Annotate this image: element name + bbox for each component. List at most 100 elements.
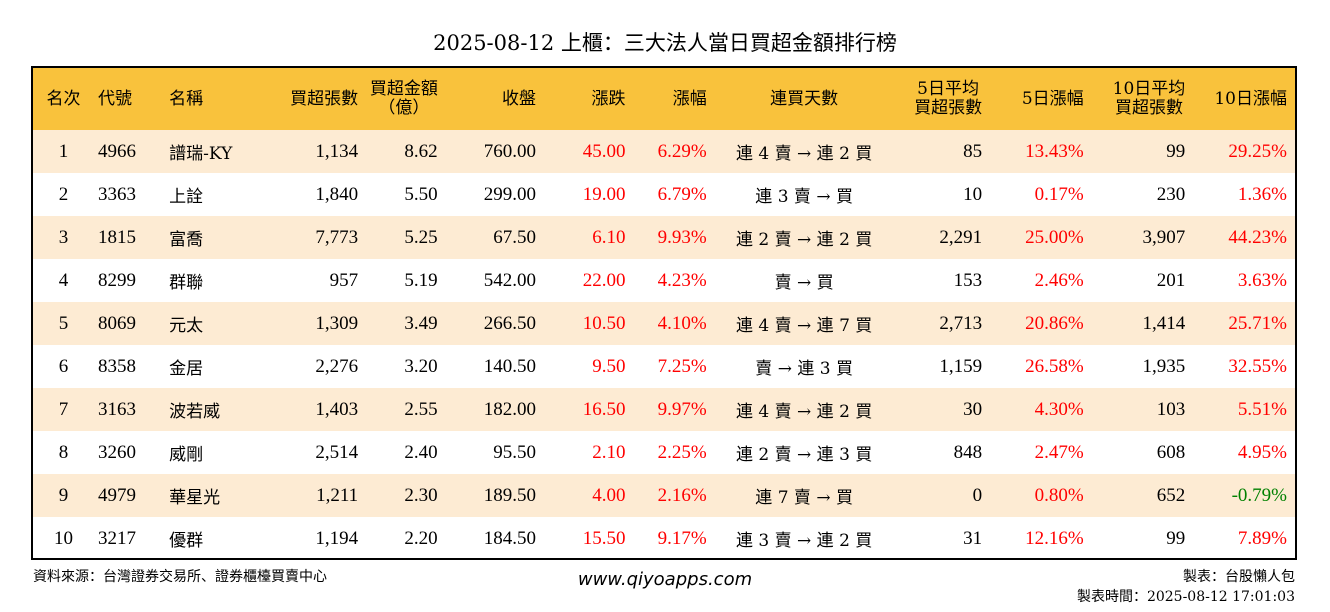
table-row: 7 3163 波若威 1,403 2.55 182.00 16.50 9.97% 連 4 賣 →… bbox=[33, 388, 1295, 431]
cell-name: 華星光 bbox=[169, 488, 221, 508]
cell-chg5: 4.30% bbox=[1034, 398, 1084, 420]
cell-change-pct: 9.17% bbox=[657, 527, 707, 549]
cell-code: 8069 bbox=[97, 312, 136, 334]
cell-chg5: 2.46% bbox=[1034, 269, 1084, 291]
cell-rank: 4 bbox=[58, 269, 69, 291]
cell-change: 2.10 bbox=[592, 441, 626, 463]
table-row: 10 3217 優群 1,194 2.20 184.50 15.50 9.17% 連 3 賣 →… bbox=[33, 517, 1295, 558]
cell-rank: 9 bbox=[58, 484, 69, 506]
ranking-table: 名次 代號 名稱 買超張數 買超金額 （億） 收盤 漲跌 漲幅 連買天數 5日平… bbox=[33, 68, 1295, 558]
cell-net-buy-shares: 2,276 bbox=[315, 355, 359, 377]
cell-net-buy-amount: 2.55 bbox=[404, 398, 438, 420]
cell-net-buy-amount: 3.49 bbox=[404, 312, 438, 334]
cell-change: 22.00 bbox=[582, 269, 626, 291]
cell-avg10-shares: 1,414 bbox=[1142, 312, 1186, 334]
cell-chg5: 25.00% bbox=[1025, 226, 1084, 248]
cell-change-pct: 2.16% bbox=[657, 484, 707, 506]
table-header-row: 名次 代號 名稱 買超張數 買超金額 （億） 收盤 漲跌 漲幅 連買天數 5日平… bbox=[33, 68, 1295, 130]
table-body: 1 4966 譜瑞-KY 1,134 8.62 760.00 45.00 6.29% 連 4 賣… bbox=[33, 130, 1295, 558]
cell-consecutive-days: 賣 → 連 3 買 bbox=[755, 359, 853, 379]
cell-rank: 10 bbox=[53, 527, 73, 549]
cell-net-buy-shares: 7,773 bbox=[315, 226, 359, 248]
cell-avg10-shares: 103 bbox=[1156, 398, 1186, 420]
table-row: 4 8299 群聯 957 5.19 542.00 22.00 4.23% 賣 → 買 153 2.… bbox=[33, 259, 1295, 302]
cell-avg10-shares: 1,935 bbox=[1142, 355, 1186, 377]
cell-avg10-shares: 652 bbox=[1156, 484, 1186, 506]
cell-close: 140.50 bbox=[483, 355, 537, 377]
cell-name: 譜瑞-KY bbox=[169, 144, 233, 164]
header-net-buy-amount: 買超金額 （億） bbox=[358, 68, 449, 130]
ranking-table-container: 名次 代號 名稱 買超張數 買超金額 （億） 收盤 漲跌 漲幅 連買天數 5日平… bbox=[31, 66, 1297, 560]
cell-close: 95.50 bbox=[493, 441, 537, 463]
header-avg5-line2: 買超張數 bbox=[914, 98, 983, 118]
cell-consecutive-days: 連 4 賣 → 連 2 買 bbox=[735, 402, 873, 422]
cell-chg10: 3.63% bbox=[1237, 269, 1287, 291]
cell-consecutive-days: 賣 → 買 bbox=[774, 273, 834, 293]
header-avg5: 5日平均 買超張數 bbox=[894, 68, 991, 130]
author-note: 製表：台股懶人包 bbox=[1183, 569, 1295, 585]
table-row: 5 8069 元太 1,309 3.49 266.50 10.50 4.10% 連 4 賣 → … bbox=[33, 302, 1295, 345]
cell-net-buy-shares: 1,134 bbox=[315, 140, 359, 162]
cell-chg10: 29.25% bbox=[1228, 140, 1287, 162]
cell-net-buy-shares: 2,514 bbox=[315, 441, 359, 463]
cell-avg10-shares: 201 bbox=[1156, 269, 1186, 291]
header-net-buy-amount-line1: 買超金額 bbox=[369, 79, 438, 99]
cell-rank: 7 bbox=[58, 398, 69, 420]
cell-chg5: 12.16% bbox=[1025, 527, 1084, 549]
cell-name: 優群 bbox=[169, 531, 204, 551]
cell-code: 8358 bbox=[97, 355, 136, 377]
cell-name: 元太 bbox=[169, 316, 204, 336]
table-row: 6 8358 金居 2,276 3.20 140.50 9.50 7.25% 賣 → 連 3 買… bbox=[33, 345, 1295, 388]
table-row: 1 4966 譜瑞-KY 1,134 8.62 760.00 45.00 6.29% 連 4 賣… bbox=[33, 130, 1295, 173]
cell-code: 3260 bbox=[97, 441, 136, 463]
cell-avg5-shares: 1,159 bbox=[939, 355, 983, 377]
cell-rank: 2 bbox=[58, 183, 69, 205]
cell-avg5-shares: 848 bbox=[953, 441, 983, 463]
cell-rank: 3 bbox=[58, 226, 69, 248]
cell-change-pct: 4.23% bbox=[657, 269, 707, 291]
cell-change: 10.50 bbox=[582, 312, 626, 334]
header-chg10: 10日漲幅 bbox=[1214, 89, 1287, 109]
cell-chg5: 0.17% bbox=[1034, 183, 1084, 205]
data-source-note: 資料來源：台灣證券交易所、證券櫃檯買賣中心 bbox=[33, 569, 327, 585]
cell-chg10: 44.23% bbox=[1228, 226, 1287, 248]
cell-avg5-shares: 85 bbox=[963, 140, 983, 162]
cell-chg5: 26.58% bbox=[1025, 355, 1084, 377]
cell-chg10: 32.55% bbox=[1228, 355, 1287, 377]
cell-avg10-shares: 99 bbox=[1166, 527, 1186, 549]
cell-chg5: 2.47% bbox=[1034, 441, 1084, 463]
cell-net-buy-shares: 1,194 bbox=[315, 527, 359, 549]
cell-net-buy-shares: 1,211 bbox=[316, 484, 359, 506]
cell-chg10: 4.95% bbox=[1237, 441, 1287, 463]
website-link[interactable]: www.qiyoapps.com bbox=[577, 569, 753, 590]
header-code: 代號 bbox=[97, 89, 132, 109]
cell-change-pct: 6.29% bbox=[657, 140, 707, 162]
cell-net-buy-amount: 8.62 bbox=[404, 140, 438, 162]
header-close: 收盤 bbox=[502, 89, 537, 109]
cell-net-buy-shares: 1,309 bbox=[315, 312, 359, 334]
cell-name: 群聯 bbox=[169, 273, 204, 293]
cell-net-buy-amount: 5.50 bbox=[404, 183, 438, 205]
cell-code: 3163 bbox=[97, 398, 136, 420]
cell-net-buy-shares: 1,840 bbox=[315, 183, 359, 205]
cell-change: 16.50 bbox=[582, 398, 626, 420]
cell-avg5-shares: 2,713 bbox=[939, 312, 983, 334]
cell-rank: 8 bbox=[58, 441, 69, 463]
cell-consecutive-days: 連 3 賣 → 買 bbox=[755, 187, 853, 207]
cell-chg5: 13.43% bbox=[1025, 140, 1084, 162]
header-change: 漲跌 bbox=[591, 89, 626, 109]
cell-change-pct: 7.25% bbox=[657, 355, 707, 377]
cell-close: 266.50 bbox=[483, 312, 537, 334]
cell-consecutive-days: 連 4 賣 → 連 2 買 bbox=[735, 144, 873, 164]
cell-avg5-shares: 2,291 bbox=[939, 226, 983, 248]
cell-change-pct: 2.25% bbox=[657, 441, 707, 463]
cell-avg10-shares: 3,907 bbox=[1142, 226, 1186, 248]
cell-name: 金居 bbox=[169, 359, 204, 379]
cell-avg10-shares: 230 bbox=[1156, 183, 1186, 205]
cell-change: 15.50 bbox=[582, 527, 626, 549]
cell-change: 19.00 bbox=[582, 183, 626, 205]
cell-code: 4966 bbox=[97, 140, 136, 162]
cell-chg10: -0.79% bbox=[1231, 484, 1287, 506]
cell-change: 6.10 bbox=[592, 226, 626, 248]
header-name: 名稱 bbox=[169, 89, 204, 109]
